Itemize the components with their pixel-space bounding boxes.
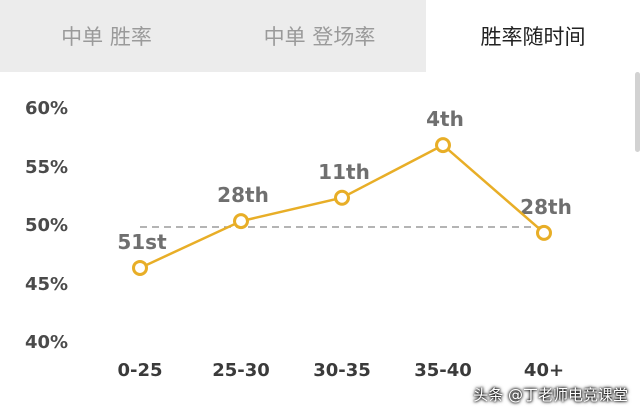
y-tick-label: 45% — [25, 273, 69, 295]
rank-label: 28th — [217, 183, 269, 208]
data-point[interactable] — [536, 224, 552, 241]
watermark-text: 头条 @丁老师电竞课堂 — [473, 386, 628, 404]
rank-label: 11th — [318, 159, 370, 184]
x-tick-label: 30-35 — [313, 360, 371, 381]
x-tick-label: 0-25 — [117, 360, 163, 381]
y-tick-label: 50% — [25, 215, 69, 236]
rank-label: 51st — [117, 229, 167, 254]
rank-label: 4th — [426, 107, 464, 132]
data-point[interactable] — [132, 259, 148, 276]
data-point[interactable] — [435, 137, 451, 154]
x-tick-label: 40+ — [523, 360, 565, 381]
tab-mid-winrate[interactable]: 中单 胜率 — [61, 25, 152, 49]
data-point[interactable] — [233, 213, 249, 230]
y-tick-label: 60% — [25, 98, 69, 119]
y-tick-label: 40% — [25, 332, 69, 353]
x-tick-label: 25-30 — [212, 360, 270, 381]
data-point[interactable] — [334, 189, 350, 206]
tab-bar: 中单 胜率 中单 登场率 胜率随时间 — [0, 0, 640, 72]
series-line — [139, 143, 545, 270]
tab-winrate-over-time[interactable]: 胜率随时间 — [426, 0, 640, 72]
rank-label: 28th — [520, 194, 572, 219]
x-tick-label: 35-40 — [414, 360, 472, 381]
y-tick-label: 55% — [25, 156, 69, 178]
scrollbar-thumb[interactable] — [635, 72, 640, 152]
tab-mid-pickrate[interactable]: 中单 登场率 — [263, 25, 376, 49]
